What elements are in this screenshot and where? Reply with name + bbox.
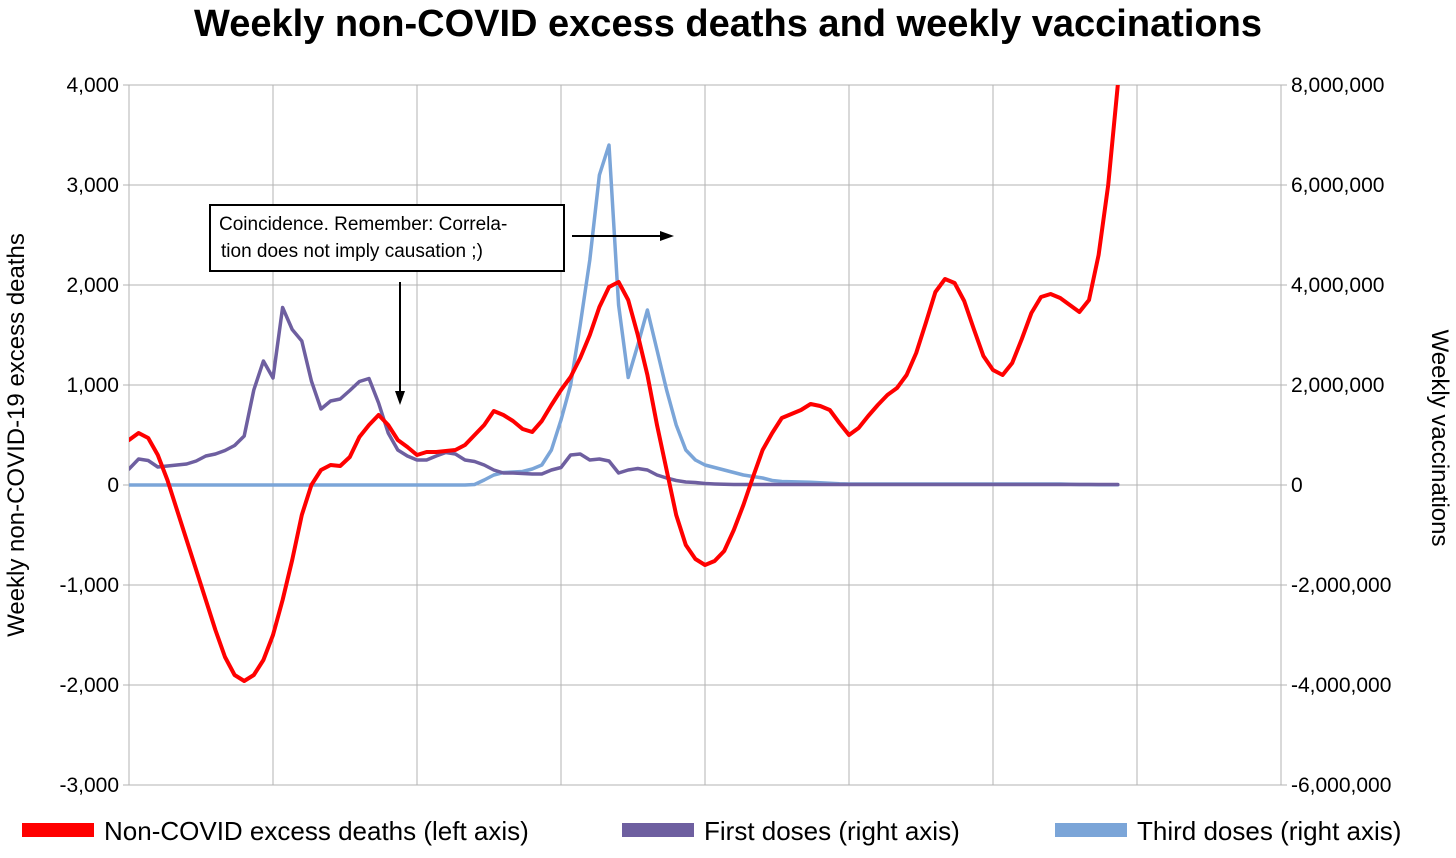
annotation-line-1: Coincidence. Remember: Correla- <box>219 214 507 235</box>
left-tick-label: 2,000 <box>66 274 119 297</box>
left-tick-label: -3,000 <box>59 774 119 797</box>
right-tick-label: 2,000,000 <box>1291 374 1384 397</box>
left-axis-ticks: 4,000 3,000 2,000 1,000 0 -1,000 -2,000 -3,000 <box>59 74 129 797</box>
right-axis-ticks: 8,000,000 6,000,000 4,000,000 2,000,000 0 -2,… <box>1281 74 1391 797</box>
annotation-line-2: tion does not imply causation ;) <box>221 241 483 262</box>
left-tick-label: -2,000 <box>59 674 119 697</box>
legend-swatch <box>1055 823 1127 837</box>
right-tick-label: 6,000,000 <box>1291 174 1384 197</box>
legend-swatch <box>22 823 94 837</box>
plot-area-border <box>128 84 1282 786</box>
series-layer <box>129 85 1120 683</box>
legend-label: Third doses (right axis) <box>1137 816 1401 846</box>
left-tick-label: 1,000 <box>66 374 119 397</box>
right-tick-label: -6,000,000 <box>1291 774 1391 797</box>
right-axis-title: Weekly vaccinations <box>1426 330 1453 547</box>
left-tick-label: 3,000 <box>66 174 119 197</box>
left-axis-title: Weekly non-COVID-19 excess deaths <box>3 233 30 637</box>
right-tick-label: 8,000,000 <box>1291 74 1384 97</box>
series-line-excess-deaths <box>129 85 1120 683</box>
right-tick-label: 0 <box>1291 474 1303 497</box>
legend-swatch <box>622 823 694 837</box>
left-tick-label: -1,000 <box>59 574 119 597</box>
annotation: Coincidence. Remember: Correla- tion doe… <box>209 204 674 405</box>
annotation-arrowhead-down <box>395 391 405 405</box>
right-tick-label: 4,000,000 <box>1291 274 1384 297</box>
right-tick-label: -2,000,000 <box>1291 574 1391 597</box>
right-tick-label: -4,000,000 <box>1291 674 1391 697</box>
legend-label: First doses (right axis) <box>704 816 960 846</box>
legend-label: Non-COVID excess deaths (left axis) <box>104 816 529 846</box>
left-tick-label: 4,000 <box>66 74 119 97</box>
annotation-box <box>209 204 565 272</box>
chart-title: Weekly non-COVID excess deaths and weekl… <box>194 3 1262 45</box>
annotation-arrowhead-right <box>660 231 674 241</box>
legend: Non-COVID excess deaths (left axis) First… <box>22 816 1401 846</box>
series-line-first-doses <box>129 305 1120 487</box>
left-tick-label: 0 <box>107 474 119 497</box>
